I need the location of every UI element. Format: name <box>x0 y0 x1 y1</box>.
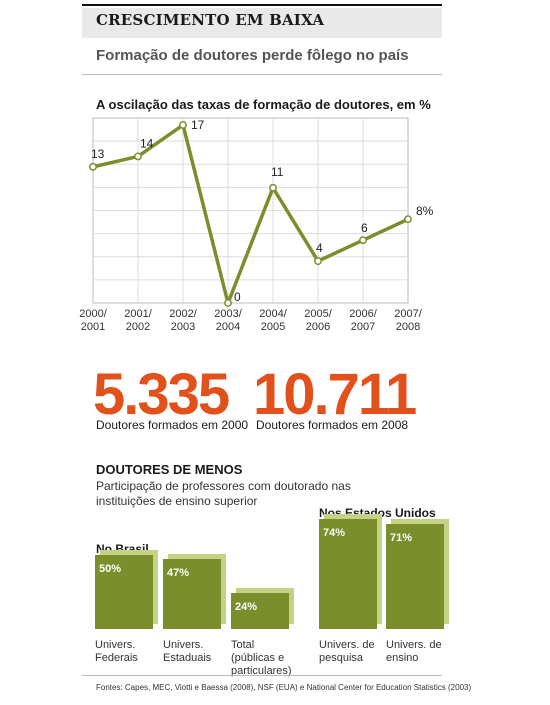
subtitle: Formação de doutores perde fôlego no paí… <box>96 47 409 64</box>
data-label: 14 <box>140 136 154 150</box>
data-point <box>179 121 187 129</box>
bar-value-label: 24% <box>235 601 258 614</box>
data-label: 0 <box>234 290 241 304</box>
data-point <box>404 215 412 224</box>
bar <box>163 559 221 629</box>
x-tick-label: 2007 <box>351 321 375 333</box>
bar-value-label: 50% <box>99 563 122 575</box>
x-tick-label: 2000/ <box>79 308 107 320</box>
data-label: 6 <box>361 221 368 235</box>
section-title: DOUTORES DE MENOS <box>96 462 243 477</box>
bottom-rule <box>82 675 442 676</box>
x-tick-label: 2003/ <box>214 308 242 320</box>
data-point <box>224 299 232 307</box>
x-tick-label: 2005 <box>261 321 285 333</box>
source-note: Fontes: Capes, MEC, Viotti e Baessa (200… <box>96 683 472 692</box>
data-point <box>359 236 367 245</box>
top-rule <box>82 4 442 6</box>
x-tick-label: 2001/ <box>124 308 152 320</box>
data-label: 17 <box>191 118 205 132</box>
data-point <box>89 162 97 171</box>
x-tick-label: 2007/ <box>394 308 422 320</box>
bar-category-label: Univers. de ensino <box>386 639 442 664</box>
bar <box>386 523 444 629</box>
data-label: 13 <box>91 147 105 161</box>
bar-category-label: Univers. de pesquisa <box>319 639 375 664</box>
data-point <box>314 257 322 266</box>
data-label: 8% <box>416 204 434 218</box>
data-point <box>269 183 277 192</box>
bar-value-label: 71% <box>390 531 413 544</box>
bar-value-label: 47% <box>167 567 190 580</box>
data-label: 4 <box>316 241 323 255</box>
x-tick-label: 2005/ <box>304 308 332 320</box>
x-tick-label: 2002 <box>126 321 150 333</box>
x-tick-label: 2006 <box>306 321 330 333</box>
headline: CRESCIMENTO EM BAIXA <box>96 11 325 29</box>
x-tick-label: 2006/ <box>349 308 377 320</box>
divider <box>82 74 442 75</box>
x-tick-label: 2004/ <box>259 308 287 320</box>
x-tick-label: 2003 <box>171 321 195 333</box>
x-tick-label: 2004 <box>216 321 240 333</box>
total-2000-label: Doutores formados em 2000 <box>96 418 249 432</box>
bar <box>95 555 153 629</box>
bar-category-label: Total (públicas e particulares) <box>231 639 292 677</box>
series-line <box>92 123 409 305</box>
bar <box>319 519 377 629</box>
line-chart: 13 14 17 0 11 4 6 8% 2000/2001 2001/2002 2002/2003… <box>79 117 434 333</box>
chart-title: A oscilação das taxas de formação de dou… <box>96 97 431 112</box>
total-2000-number: 5.335 <box>93 362 230 427</box>
bar-category-label: Univers. Federais <box>95 639 138 664</box>
x-tick-label: 2002/ <box>169 308 197 320</box>
total-2008-label: Doutores formados em 2008 <box>256 418 409 432</box>
x-tick-label: 2008 <box>396 321 420 333</box>
bar <box>231 593 289 629</box>
bar-value-label: 74% <box>323 527 346 540</box>
title-band <box>82 8 442 38</box>
total-2008-number: 10.711 <box>253 362 417 427</box>
bar-category-label: Univers. Estaduais <box>163 639 212 664</box>
x-tick-label: 2001 <box>81 321 105 333</box>
section-text: Participação de professores com doutorad… <box>96 479 351 508</box>
data-point <box>134 152 142 161</box>
data-label: 11 <box>271 165 284 179</box>
